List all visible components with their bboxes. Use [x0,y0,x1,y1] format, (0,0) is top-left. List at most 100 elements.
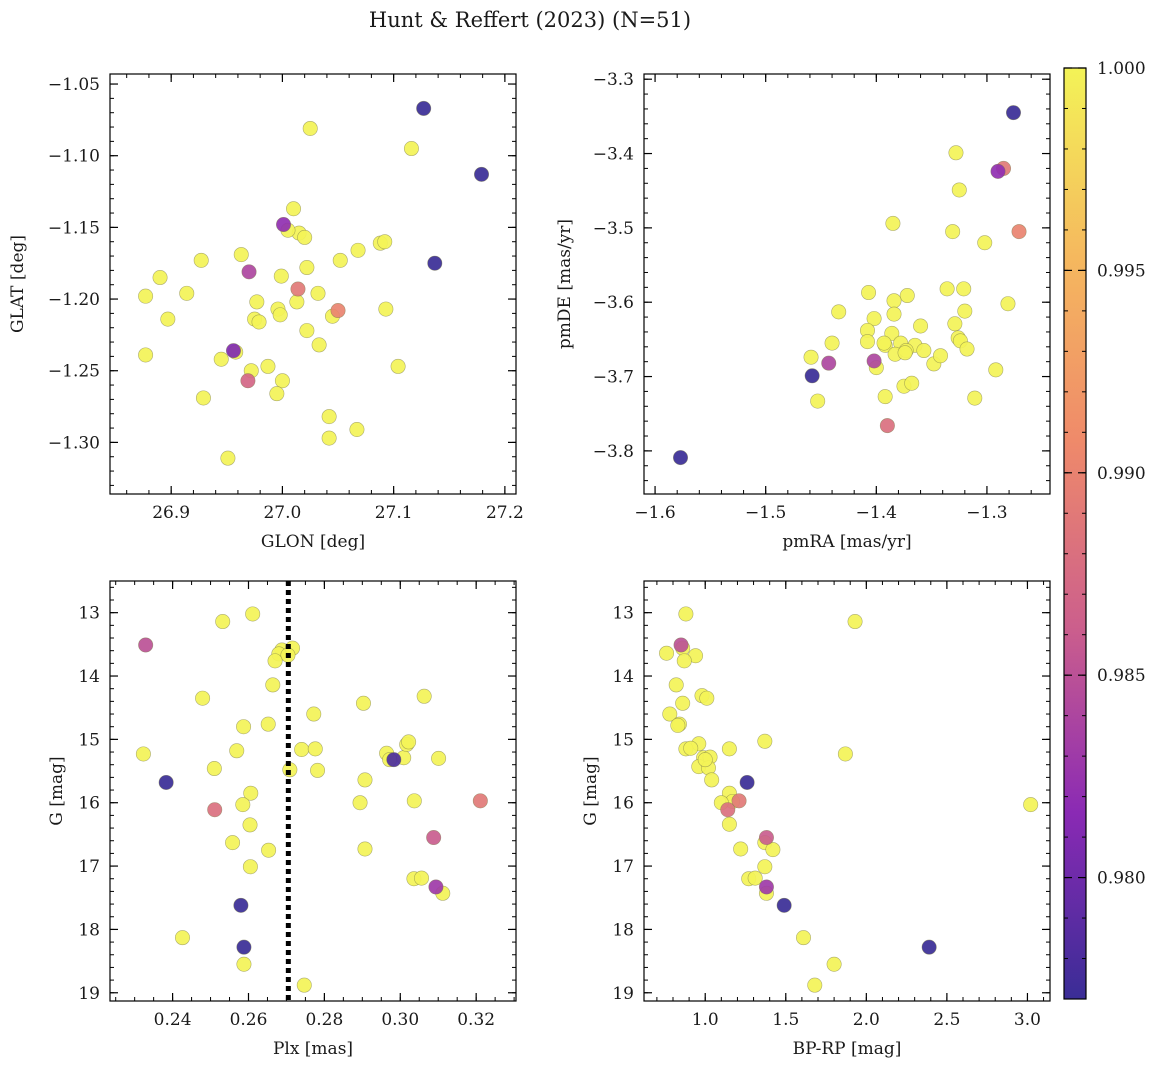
y-axis-label: pmDE [mas/yr] [555,219,575,349]
data-point [269,386,285,402]
y-tick-label: 17 [78,857,100,877]
data-point [951,182,967,198]
y-axis-label: G [mag] [581,756,601,825]
axes-frame [643,580,1051,1002]
data-point [668,677,684,693]
data-point [804,368,820,384]
data-point [416,100,432,116]
data-point [683,740,699,756]
panel-color-magnitude: 1.0 1.5 2.0 2.5 3.0 13 14 15 16 17 18 19 BP-RP [mag]… [581,580,1051,1059]
data-point [472,793,488,809]
data-point [803,349,819,365]
data-point [886,306,902,322]
data-point [267,653,283,669]
data-point [225,343,241,359]
data-point [241,264,257,280]
data-point [676,653,692,669]
x-axis-label: GLON [deg] [261,532,365,552]
panel-proper-motion: −1.6 −1.5 −1.4 −1.3 −3.3 −3.4 −3.5 −3.6 −3.7 −3.8… [555,70,1051,552]
data-point [297,229,313,245]
data-point [847,614,863,630]
data-point [916,343,932,359]
data-point [160,311,176,327]
data-point [235,797,251,813]
data-point [193,252,209,268]
data-point [229,743,245,759]
data-point [659,645,675,661]
data-point [747,870,763,886]
data-point [859,334,875,350]
axes-frame [109,73,517,495]
data-point [474,166,490,182]
colorbar-bar [1063,67,1087,1000]
y-tick-label: 19 [78,984,100,1004]
x-axis-label: pmRA [mas/yr] [782,532,911,552]
panel-glon-glat: 26.9 27.0 27.1 27.2 −1.05 −1.10 −1.15 −1.20 −1.2… [8,73,524,552]
data-point [233,247,249,263]
data-point [1005,105,1021,121]
colorbar: 0.980 0.985 0.990 0.995 1.000 [1063,59,1146,1000]
data-point [673,637,689,653]
x-tick-label: −1.4 [856,503,897,523]
data-point [307,741,323,757]
data-point [215,614,231,630]
data-point [932,348,948,364]
data-point [886,293,902,309]
y-tick-label: −1.20 [48,290,100,310]
data-point [225,835,241,851]
y-tick-label: −3.8 [593,442,634,462]
tick-marks [110,74,516,494]
data-point [195,690,211,706]
data-point [795,930,811,946]
y-tick-label: −3.4 [593,145,634,165]
colorbar-tick-label: 1.000 [1097,59,1146,79]
y-tick-label: 17 [612,857,634,877]
data-point [765,842,781,858]
y-axis-label: G [mag] [47,756,67,825]
data-point [352,795,368,811]
y-tick-label: 16 [612,794,634,814]
x-tick-label: 26.9 [152,503,190,523]
data-point [733,841,749,857]
y-tick-label: −3.6 [593,293,634,313]
data-point [261,842,277,858]
x-tick-label: 27.1 [375,503,413,523]
data-point [897,345,913,361]
data-point [899,288,915,304]
data-point [390,358,406,374]
data-point [826,956,842,972]
data-point [948,145,964,161]
x-tick-label: −1.6 [634,503,675,523]
data-point [670,717,686,733]
data-point [206,761,222,777]
data-point [357,841,373,857]
data-point [245,606,261,622]
data-point [757,733,773,749]
data-point [265,677,281,693]
y-tick-label: −3.7 [593,368,634,388]
data-point [837,746,853,762]
data-point [720,802,736,818]
data-point [302,120,318,136]
data-point [678,606,694,622]
x-tick-label: −1.5 [745,503,786,523]
data-point [276,217,292,233]
data-point [876,335,892,351]
data-point [152,270,168,286]
data-point [233,897,249,913]
data-point [242,859,258,875]
x-tick-label: 3.0 [1014,1010,1041,1030]
data-point [357,772,373,788]
data-point [721,741,737,757]
x-tick-label: 2.0 [853,1010,880,1030]
data-point [967,390,983,406]
x-tick-label: 0.26 [230,1010,268,1030]
data-point [286,201,302,217]
data-point [921,939,937,955]
data-point [427,255,443,271]
data-point [290,281,306,297]
data-point [321,430,337,446]
data-point [879,418,895,434]
data-point [697,752,713,768]
